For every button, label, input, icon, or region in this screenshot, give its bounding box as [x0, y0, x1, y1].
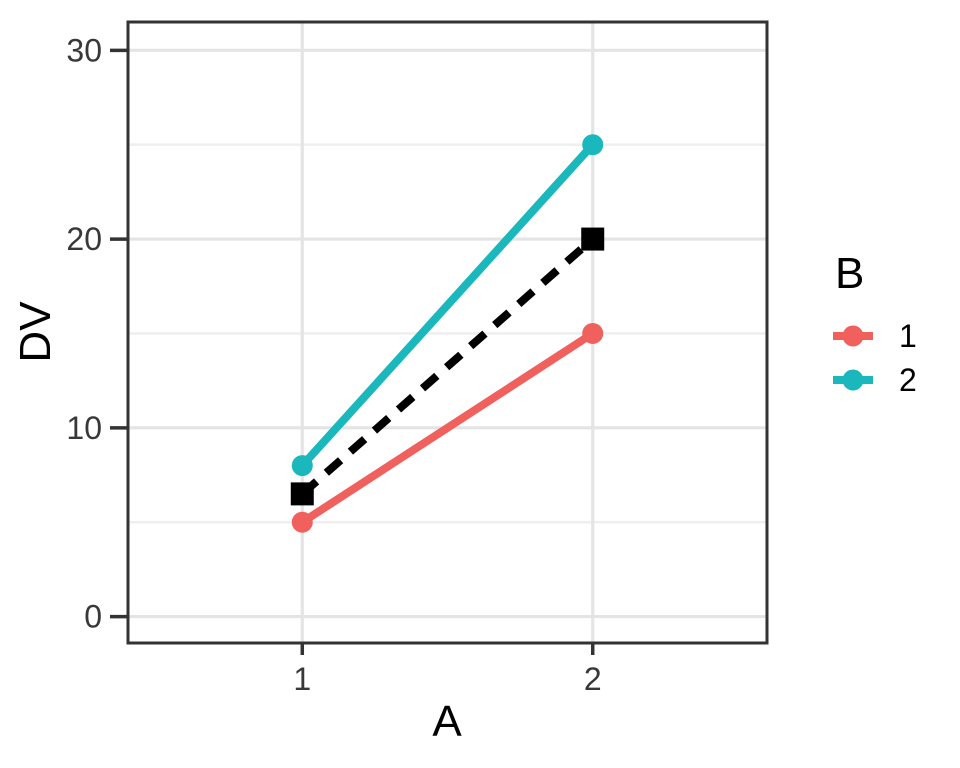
- y-tick-label: 20: [66, 221, 102, 257]
- series-line-grand-mean: [299, 236, 596, 497]
- series-line-1: [300, 330, 595, 526]
- marker-circle-1: [582, 322, 604, 344]
- marker-circle-2: [291, 455, 313, 477]
- marker-square-grand-mean: [581, 227, 605, 251]
- x-tick-label: 1: [293, 661, 311, 697]
- legend-item: 1: [830, 314, 956, 358]
- legend-key: [833, 368, 873, 392]
- legend-item-label: 2: [899, 362, 917, 398]
- legend-key-dot-icon: [842, 369, 864, 391]
- marker-circle-2: [582, 134, 604, 156]
- y-tick-label: 10: [66, 410, 102, 446]
- legend-key: [833, 324, 873, 348]
- x-tick-label: 2: [584, 661, 602, 697]
- y-axis-title: DV: [11, 301, 60, 363]
- legend: B 1 2: [830, 252, 956, 402]
- series-line-2: [299, 142, 596, 469]
- legend-key-dot-icon: [842, 325, 864, 347]
- y-tick-label: 30: [66, 32, 102, 68]
- y-tick-label: 0: [84, 599, 102, 635]
- marker-circle-1: [291, 511, 313, 533]
- legend-item-label: 1: [899, 318, 917, 354]
- panel-border: [126, 20, 769, 645]
- legend-item: 2: [830, 358, 956, 402]
- marker-square-grand-mean: [290, 482, 314, 506]
- x-axis-title: A: [432, 697, 462, 746]
- legend-title: B: [835, 249, 865, 298]
